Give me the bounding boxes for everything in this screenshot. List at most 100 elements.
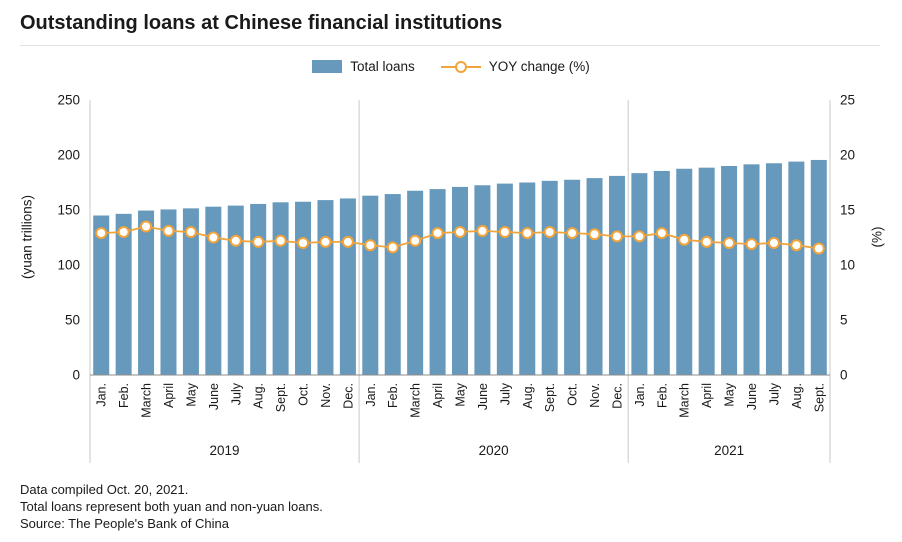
yoy-change-marker [274, 234, 287, 247]
yoy-change-marker [364, 239, 377, 252]
bar-total-loans [227, 205, 244, 375]
yoy-change-marker [409, 234, 422, 247]
bar-total-loans [810, 159, 827, 375]
bar-total-loans [384, 194, 401, 375]
line-marker-swatch-icon [440, 60, 481, 74]
month-label: July [767, 382, 781, 405]
legend: Total loans YOY change (%) [0, 59, 902, 74]
month-label: Jan. [95, 383, 109, 407]
right-axis-tick-label: 25 [840, 93, 855, 108]
yoy-change-marker [745, 238, 758, 251]
month-label: Oct. [297, 383, 311, 406]
yoy-change-marker [678, 233, 691, 246]
month-label: June [745, 383, 759, 410]
bar-total-loans [295, 201, 312, 375]
yoy-change-marker [319, 235, 332, 248]
month-label: March [140, 383, 154, 418]
bar-total-loans [496, 183, 513, 375]
month-label: Aug. [790, 383, 804, 409]
year-label: 2020 [479, 443, 509, 458]
bar-total-loans [698, 167, 715, 375]
footnote-source: Source: The People's Bank of China [20, 516, 229, 531]
month-label: April [700, 383, 714, 408]
footnotes: Data compiled Oct. 20, 2021. Total loans… [20, 481, 323, 532]
month-label: March [409, 383, 423, 418]
right-axis-tick-label: 10 [840, 258, 855, 273]
footnote-compiled-date: Data compiled Oct. 20, 2021. [20, 482, 189, 497]
bar-total-loans [93, 215, 110, 375]
line-swatch-marker [454, 60, 467, 73]
yoy-change-marker [454, 226, 466, 238]
month-label: May [454, 382, 468, 406]
bar-total-loans [339, 198, 356, 375]
month-label: July [498, 382, 512, 405]
yoy-change-marker [566, 227, 579, 240]
right-axis-tick-label: 20 [840, 148, 855, 163]
bar-total-loans [317, 200, 334, 375]
month-label: Sept. [543, 383, 557, 412]
bar-swatch-icon [312, 60, 343, 73]
yoy-change-marker [655, 227, 668, 240]
bar-total-loans [586, 178, 603, 375]
bar-total-loans [115, 213, 132, 375]
yoy-change-marker [341, 235, 354, 248]
month-label: Nov. [588, 383, 602, 408]
plot-area: 0 50 100 150 200 250 0 5 10 15 20 25 Jan. Feb. March Ap… [57, 93, 855, 463]
bar-total-loans [519, 182, 536, 375]
yoy-change-marker [521, 227, 534, 240]
left-axis-tick-label: 100 [57, 258, 80, 273]
yoy-change-marker [498, 226, 511, 238]
month-label: Sept. [812, 383, 826, 412]
yoy-change-marker [140, 220, 153, 233]
bar-total-loans [205, 206, 222, 375]
month-label: Feb. [117, 383, 131, 408]
month-label: April [431, 383, 445, 408]
bar-total-loans [474, 185, 491, 375]
month-label: April [162, 383, 176, 408]
month-label: Aug. [521, 383, 535, 409]
yoy-change-marker [229, 234, 242, 247]
yoy-change-marker [588, 228, 601, 241]
bar-total-loans [765, 163, 782, 375]
bar-total-loans [272, 202, 289, 375]
bar-total-loans [182, 208, 199, 375]
yoy-change-marker [207, 231, 220, 244]
month-label: Jan. [364, 383, 378, 407]
bar-total-loans [541, 180, 558, 375]
year-label: 2019 [210, 443, 240, 458]
title-divider [20, 45, 880, 46]
month-label: June [476, 383, 490, 410]
bar-total-loans [608, 175, 625, 375]
bar-total-loans [452, 186, 468, 375]
month-label: Feb. [386, 383, 400, 408]
bar-total-loans [429, 189, 446, 375]
yoy-change-marker [117, 226, 130, 238]
month-label: Oct. [566, 383, 580, 406]
yoy-change-marker [723, 237, 736, 249]
yoy-change-marker [476, 224, 489, 237]
right-axis-tick-label: 15 [840, 203, 855, 218]
yoy-change-marker [767, 237, 780, 249]
bar-total-loans [721, 166, 738, 375]
yoy-change-marker [543, 226, 556, 238]
legend-item-total-loans: Total loans [312, 59, 415, 74]
bar-total-loans [653, 170, 670, 375]
right-axis-tick-label: 5 [840, 313, 848, 328]
left-axis-tick-label: 200 [57, 148, 80, 163]
legend-label-total-loans: Total loans [350, 59, 415, 74]
bar-total-loans [138, 210, 155, 375]
yoy-change-marker [95, 227, 108, 240]
legend-label-yoy-change: YOY change (%) [488, 59, 590, 74]
month-label: July [229, 382, 243, 405]
yoy-change-marker [297, 237, 310, 249]
yoy-change-marker [700, 235, 713, 248]
yoy-change-marker [184, 226, 197, 238]
bar-total-loans [362, 195, 379, 375]
bar-total-loans [743, 164, 760, 375]
right-axis-tick-label: 0 [840, 368, 848, 383]
bar-total-loans [160, 209, 177, 375]
month-label: Jan. [633, 383, 647, 407]
yoy-change-marker [610, 230, 623, 243]
footnote-definition: Total loans represent both yuan and non-… [20, 499, 323, 514]
